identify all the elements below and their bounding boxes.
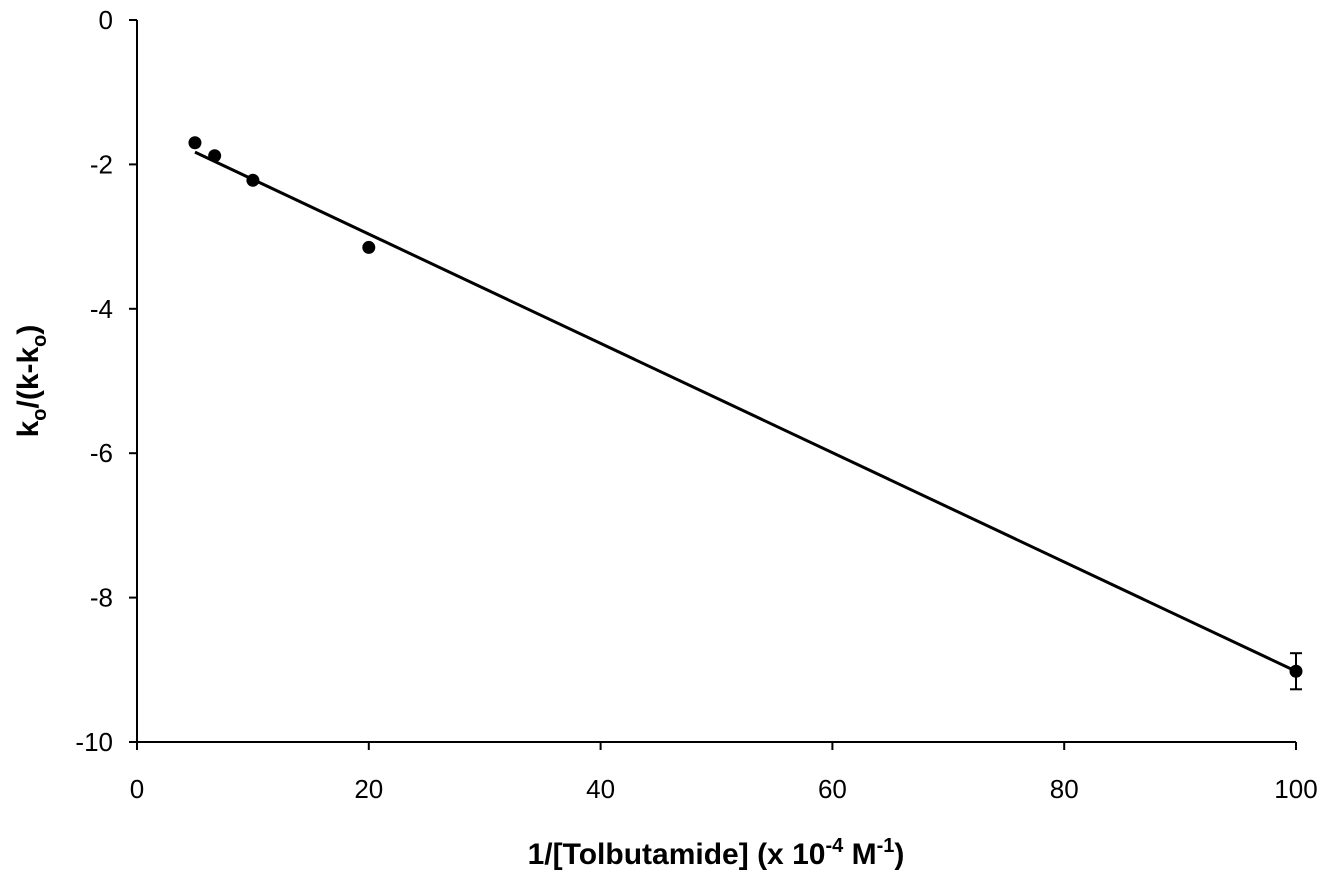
x-axis-title-sup1: -4 [825,835,844,857]
x-tick-label: 80 [1050,774,1079,804]
x-tick-label: 20 [354,774,383,804]
data-point [1289,664,1303,678]
axes: 0 20 40 60 80 100 0 -2 -4 -6 -8 -10 [75,5,1317,804]
x-tick-label: 40 [586,774,615,804]
data-point [188,136,202,150]
fit-line-group [194,150,1297,673]
y-axis-title-sub2: o [29,335,51,347]
x-tick-label: 0 [130,774,144,804]
y-tick-label: -2 [90,149,113,179]
y-tick-label: -4 [90,294,113,324]
x-axis-title-sup2: -1 [877,835,895,857]
data-points [188,136,1303,691]
y-tick-label: -10 [75,727,113,757]
fit-line [194,150,1297,673]
y-tick-label: -6 [90,438,113,468]
y-axis-title: ko/(k-ko) [12,325,51,438]
y-tick-label: -8 [90,583,113,613]
x-tick-label: 60 [818,774,847,804]
data-point [208,149,222,163]
data-point [246,173,260,187]
data-point [362,240,376,254]
x-axis-title: 1/[Tolbutamide] (x 10-4 M-1) [528,835,905,871]
y-tick-label: 0 [99,5,113,35]
x-tick-label: 100 [1274,774,1317,804]
y-axis-title-sub1: o [29,409,51,421]
